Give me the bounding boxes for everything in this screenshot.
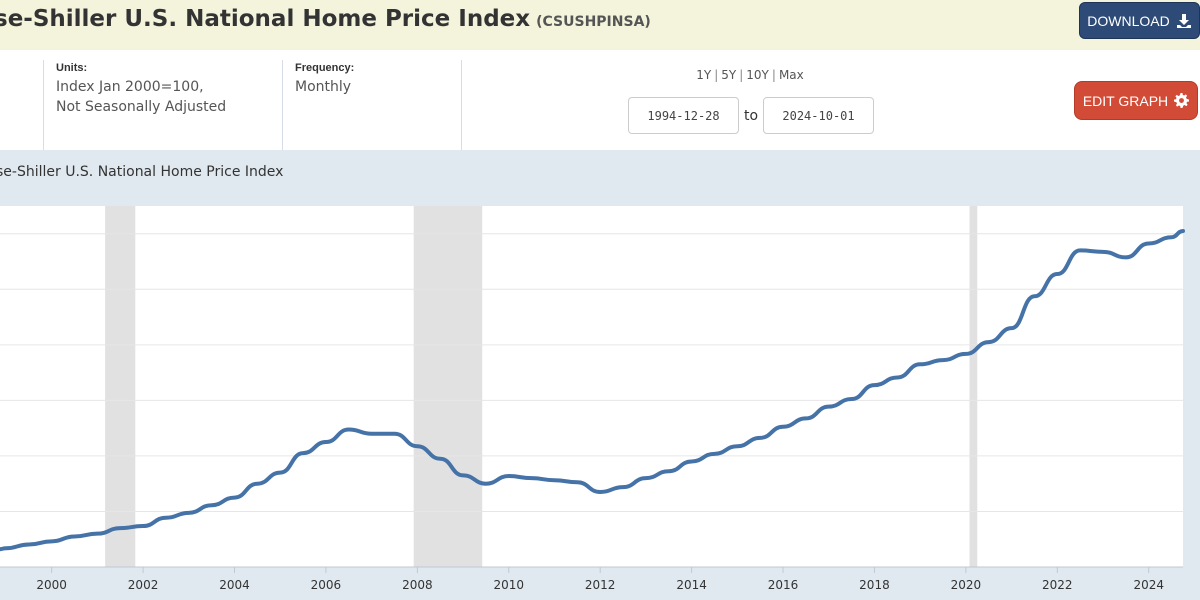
x-axis-ticks: 2000 2002 2004 2006 2008 2010 2012 2014 2016 2018… [36,567,1164,592]
download-label: DOWNLOAD [1087,12,1170,29]
edit-graph-button[interactable]: EDIT GRAPH [1074,81,1198,120]
start-date-input[interactable]: 1994-12-28 [628,97,739,134]
range-max-link[interactable]: Max [778,68,804,82]
range-links: 1Y | 5Y | 10Y | Max [630,68,870,82]
series-group [0,228,1185,552]
x-tick-label: 2024 [1133,578,1164,592]
title-bar: se-Shiller U.S. National Home Price Inde… [0,0,1200,50]
end-date-input[interactable]: 2024-10-01 [763,97,874,134]
range-1y-link[interactable]: 1Y [696,68,712,82]
x-tick-label: 2010 [493,578,524,592]
x-tick-label: 2004 [219,578,250,592]
gear-icon [1174,93,1190,108]
frequency-label: Frequency: [295,62,355,74]
frequency-value: Monthly [295,79,352,95]
x-tick-label: 2020 [951,578,982,592]
range-5y-link[interactable]: 5Y [721,68,737,82]
units-column: Units: Index Jan 2000=100, Not Seasonall… [43,60,283,150]
x-tick-label: 2000 [36,578,67,592]
x-tick-label: 2014 [676,578,707,592]
frequency-column: Frequency: Monthly [282,60,462,150]
range-sep-2: | [739,68,744,82]
edit-graph-label: EDIT GRAPH [1082,92,1169,109]
meta-divider [461,60,462,150]
x-tick-label: 2018 [859,578,890,592]
range-10y-link[interactable]: 10Y [746,68,769,82]
recession-bands [105,206,978,567]
plot-area [0,206,1183,567]
units-line1: Index Jan 2000=100, [56,79,204,95]
meta-area: Units: Index Jan 2000=100, Not Seasonall… [0,50,1200,150]
range-sep-3: | [771,68,776,82]
x-tick-label: 2022 [1042,578,1073,592]
units-label: Units: [56,62,88,74]
series-id: (CSUSHPINSA) [536,14,651,30]
series-title: se-Shiller U.S. National Home Price Inde… [0,6,531,32]
recession-band-1 [413,206,483,567]
x-tick-label: 2006 [311,578,342,592]
recession-band-2 [969,206,978,567]
x-tick-label: 2016 [768,578,799,592]
chart-title: se-Shiller U.S. National Home Price Inde… [0,164,284,180]
units-line2: Not Seasonally Adjusted [56,99,227,115]
page-title: se-Shiller U.S. National Home Price Inde… [0,6,651,32]
recession-band-0 [105,206,136,567]
range-sep-1: | [714,68,719,82]
x-tick-label: 2008 [402,578,433,592]
series-line-csushpinsa[interactable] [0,228,1185,552]
x-tick-label: 2012 [585,578,616,592]
download-icon [1176,13,1191,28]
x-tick-label: 2002 [128,578,159,592]
to-label: to [744,108,759,124]
